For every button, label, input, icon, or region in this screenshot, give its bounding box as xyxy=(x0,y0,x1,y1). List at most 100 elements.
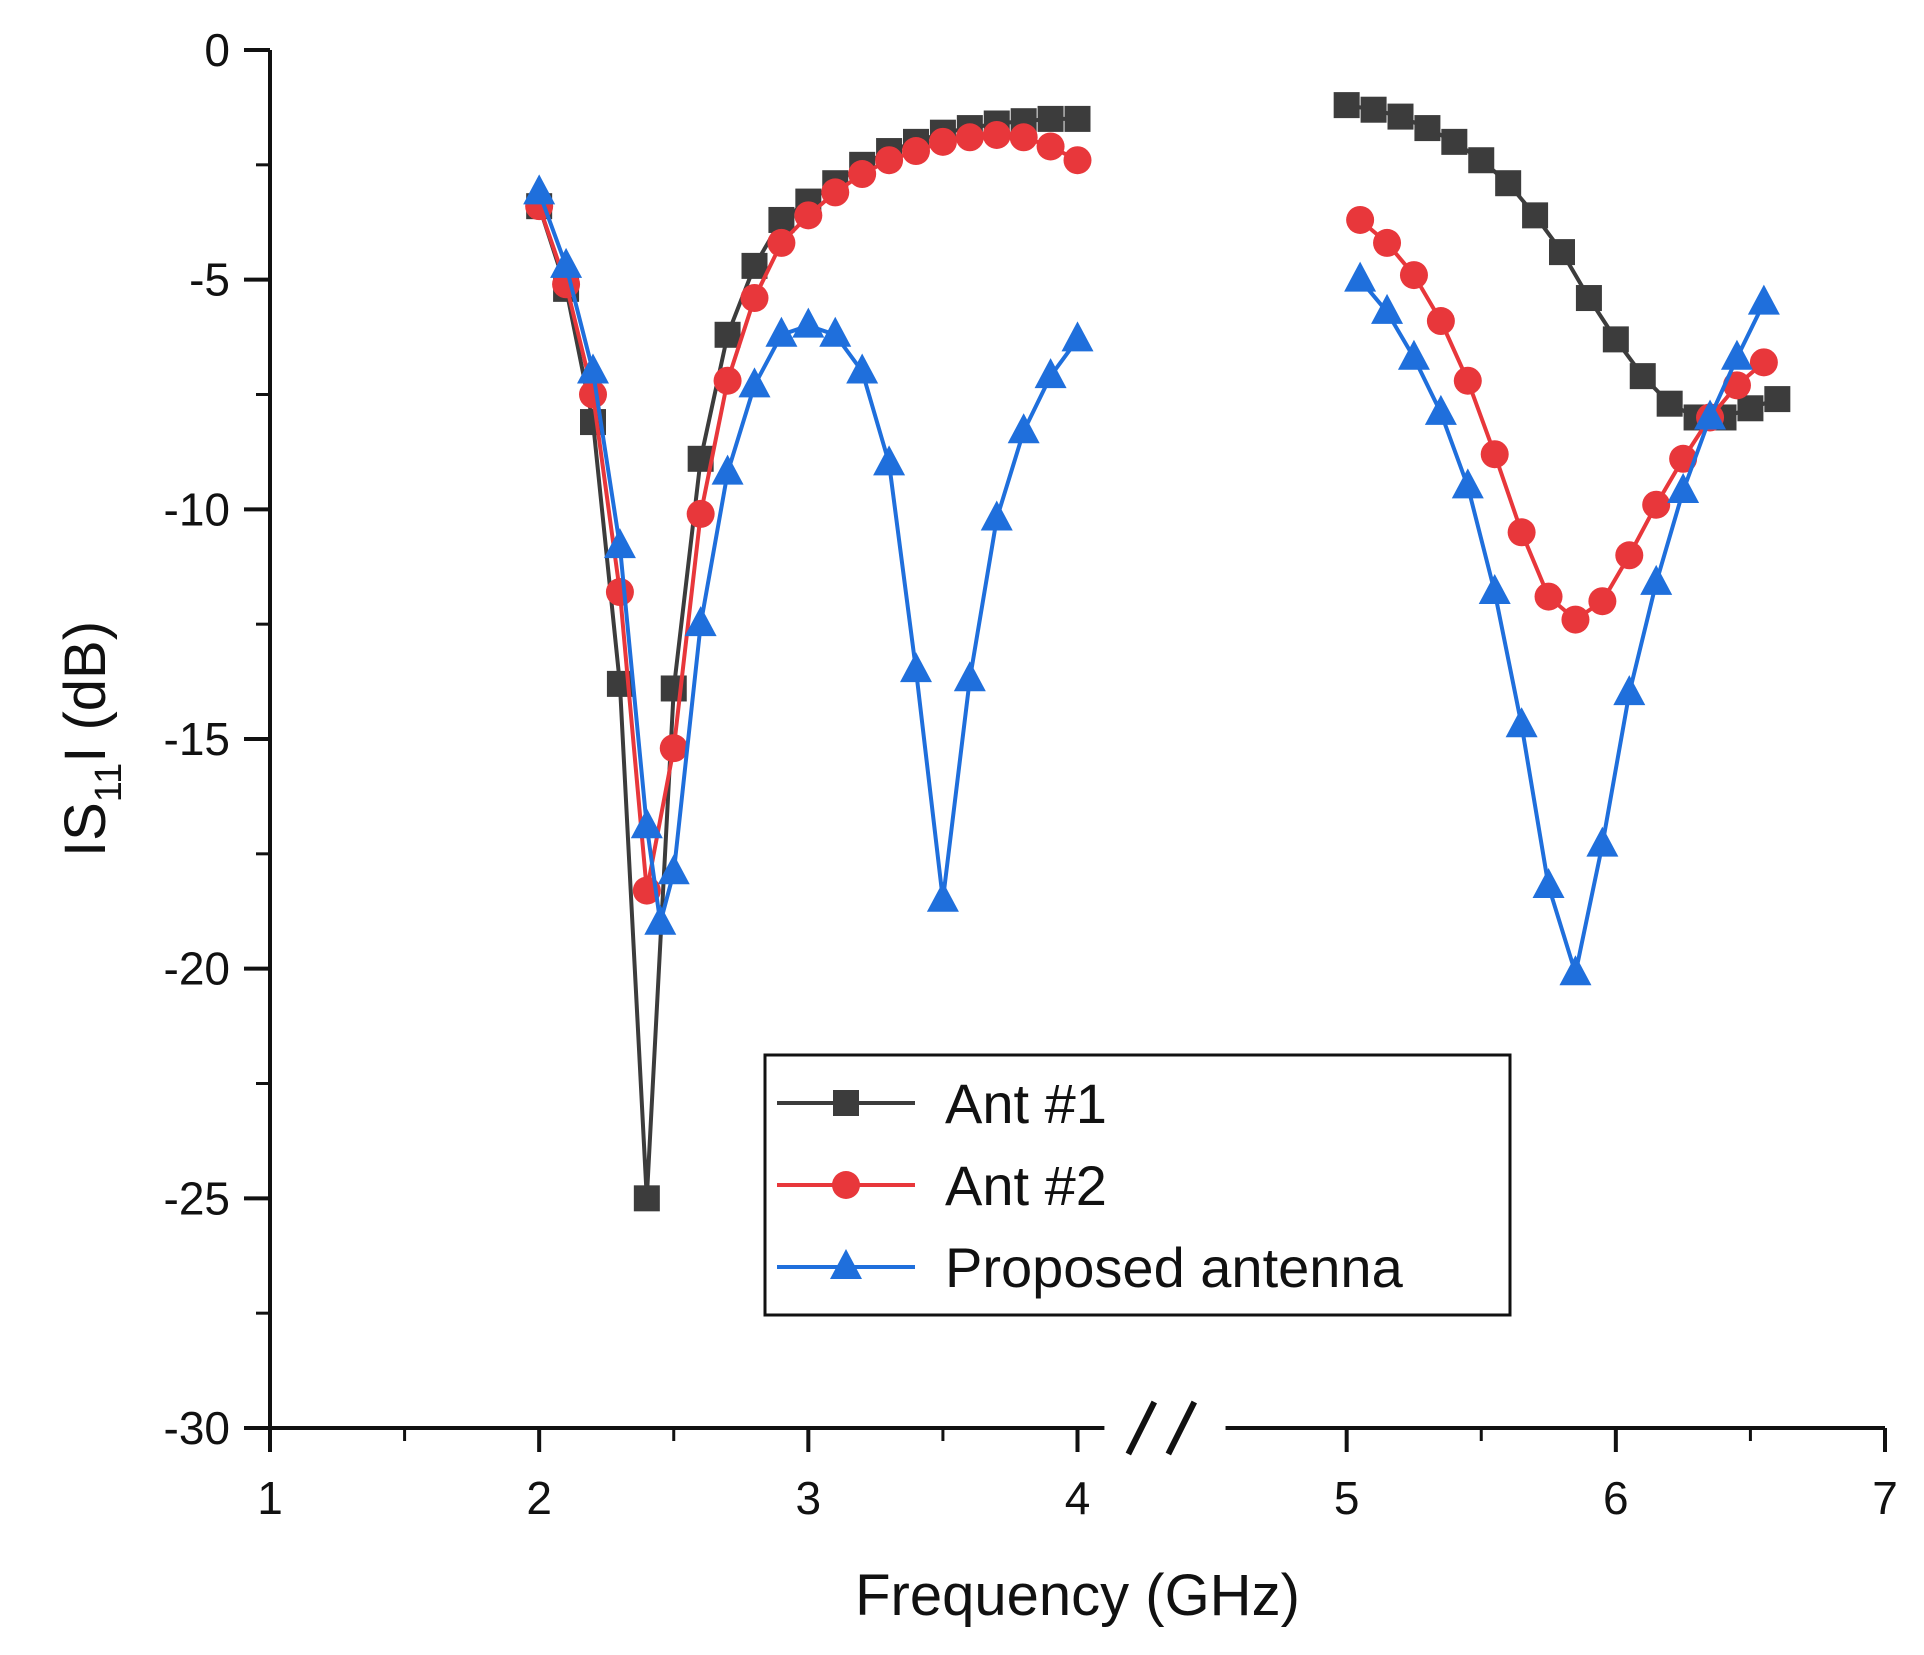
data-point-ant-2 xyxy=(955,123,984,152)
data-point-ant-2 xyxy=(713,366,742,395)
data-point-ant-1 xyxy=(1602,326,1629,353)
data-point-proposed-antenna xyxy=(1640,564,1673,595)
data-point-ant-1 xyxy=(1549,239,1575,266)
data-point-ant-1 xyxy=(633,1185,660,1212)
data-point-ant-1 xyxy=(1333,92,1360,119)
data-point-proposed-antenna xyxy=(1061,321,1094,352)
series-proposed-antenna xyxy=(523,174,1780,986)
data-point-ant-2 xyxy=(1642,490,1671,519)
data-point-proposed-antenna xyxy=(926,881,959,912)
series-line-proposed-antenna-segment-2 xyxy=(1358,278,1766,976)
data-point-proposed-antenna xyxy=(644,904,677,935)
data-point-proposed-antenna xyxy=(1505,707,1538,738)
data-point-ant-2 xyxy=(1722,371,1751,400)
data-point-ant-2 xyxy=(1507,518,1536,547)
axis-break-mark-2 xyxy=(1165,1400,1198,1456)
data-point-proposed-antenna xyxy=(900,652,932,683)
legend-label-proposed-antenna: Proposed antenna xyxy=(945,1236,1404,1299)
data-point-proposed-antenna xyxy=(1451,468,1484,499)
data-point-ant-1 xyxy=(714,321,741,348)
data-point-ant-1 xyxy=(1764,386,1791,413)
data-point-ant-2 xyxy=(928,127,957,156)
data-point-proposed-antenna xyxy=(1694,399,1727,430)
legend-label-ant-1: Ant #1 xyxy=(945,1072,1107,1135)
x-tick-label: 4 xyxy=(1065,1472,1091,1524)
series-line-ant-2-segment-2 xyxy=(1358,218,1766,622)
y-tick-label: -5 xyxy=(189,254,230,306)
data-point-ant-1 xyxy=(1037,105,1064,132)
data-point-ant-1 xyxy=(1656,390,1683,417)
data-point-ant-1 xyxy=(1495,170,1522,197)
data-point-ant-2 xyxy=(821,178,850,207)
data-point-proposed-antenna xyxy=(1397,339,1430,370)
data-point-proposed-antenna xyxy=(1478,574,1511,605)
data-point-ant-2 xyxy=(659,734,688,763)
data-point-ant-2 xyxy=(1063,146,1092,175)
series-line-proposed-antenna-segment-1 xyxy=(537,191,1080,925)
data-point-proposed-antenna xyxy=(1034,358,1067,389)
y-axis-title-subscript: 11 xyxy=(88,763,130,802)
data-point-ant-2 xyxy=(982,120,1011,149)
data-point-proposed-antenna xyxy=(550,247,583,278)
y-tick-label: -25 xyxy=(164,1172,230,1224)
data-point-proposed-antenna xyxy=(819,316,852,347)
data-point-ant-1 xyxy=(1737,395,1764,422)
data-point-ant-2 xyxy=(605,578,634,607)
y-tick-label: 0 xyxy=(204,24,230,76)
y-axis-title-main: IS xyxy=(53,802,118,857)
data-point-proposed-antenna xyxy=(1667,472,1700,503)
data-point-proposed-antenna xyxy=(657,854,690,885)
data-point-proposed-antenna xyxy=(1007,413,1040,444)
data-point-proposed-antenna xyxy=(1559,955,1592,986)
y-axis-title: IS11I (dB) xyxy=(53,621,130,857)
data-point-proposed-antenna xyxy=(684,606,717,637)
data-point-ant-2 xyxy=(1749,348,1778,377)
data-point-ant-2 xyxy=(579,380,607,409)
data-point-proposed-antenna xyxy=(792,307,825,338)
data-point-proposed-antenna xyxy=(1532,867,1565,898)
data-point-ant-2 xyxy=(1669,444,1698,473)
data-point-proposed-antenna xyxy=(953,661,986,692)
data-point-ant-2 xyxy=(767,228,796,257)
y-tick-label: -20 xyxy=(164,943,230,995)
legend-marker-proposed-antenna xyxy=(830,1249,862,1279)
data-point-proposed-antenna xyxy=(1613,675,1646,706)
x-tick-label: 6 xyxy=(1603,1472,1629,1524)
data-point-proposed-antenna xyxy=(738,367,771,398)
y-tick-label: -10 xyxy=(164,483,230,535)
data-point-ant-2 xyxy=(902,137,930,166)
data-point-proposed-antenna xyxy=(1344,261,1377,292)
data-point-ant-2 xyxy=(1373,228,1402,257)
data-point-proposed-antenna xyxy=(1586,826,1619,857)
data-point-ant-1 xyxy=(768,206,795,233)
data-point-ant-2 xyxy=(686,499,715,528)
y-tick-label: -15 xyxy=(164,713,230,765)
data-point-proposed-antenna xyxy=(846,353,879,384)
x-tick-label: 5 xyxy=(1334,1472,1360,1524)
data-point-proposed-antenna xyxy=(1371,293,1404,324)
data-point-proposed-antenna xyxy=(1720,339,1753,370)
data-point-proposed-antenna xyxy=(577,353,609,384)
data-point-ant-2 xyxy=(875,146,904,175)
data-point-ant-1 xyxy=(1575,285,1602,312)
data-point-ant-1 xyxy=(1387,103,1414,130)
axis-break-mark-1 xyxy=(1125,1400,1158,1456)
data-point-proposed-antenna xyxy=(603,528,636,559)
data-point-ant-2 xyxy=(740,284,769,313)
data-point-proposed-antenna xyxy=(980,500,1013,531)
data-point-proposed-antenna xyxy=(873,445,906,476)
data-point-ant-2 xyxy=(1480,440,1509,469)
series-line-ant-1-segment-1 xyxy=(537,116,1078,1201)
data-point-ant-1 xyxy=(741,252,768,279)
x-tick-label: 1 xyxy=(257,1472,283,1524)
data-point-ant-2 xyxy=(1561,605,1590,634)
series-ant-1 xyxy=(526,92,1791,1212)
y-tick-label: -30 xyxy=(164,1402,230,1454)
data-point-ant-1 xyxy=(1064,105,1091,132)
data-point-proposed-antenna xyxy=(765,316,798,347)
data-point-proposed-antenna xyxy=(1747,284,1780,315)
data-point-ant-2 xyxy=(1009,123,1038,152)
data-point-ant-1 xyxy=(1522,202,1549,229)
